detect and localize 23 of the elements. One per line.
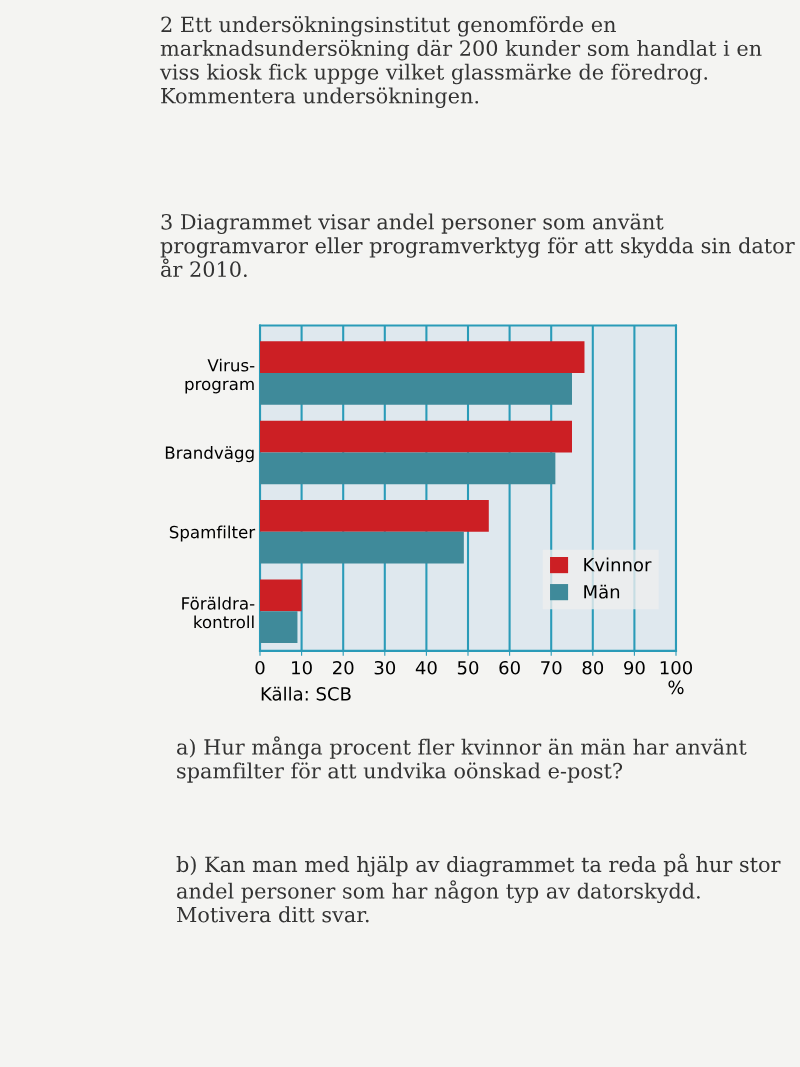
x-tick-label: 80 bbox=[582, 660, 604, 675]
text: b) Kan man med hjälp av diagrammet ta reda på hur stor andel personer som har någon typ av datorskydd. Motivera ditt svar. bbox=[176, 853, 781, 923]
text: a) Hur många procent fler kvinnor än män har använt spamfilter för att undvika oönskad e-post? bbox=[177, 736, 747, 783]
y-tick-label: Brandvägg bbox=[165, 446, 254, 463]
x-tick-label: 20 bbox=[333, 660, 354, 675]
chart-title: 3 Diagrammet visar andel personer som använt programvaror eller programverktyg för att skydda sin dator år 2010. bbox=[160, 213, 795, 278]
x-axis-title: % bbox=[668, 680, 684, 695]
x-tick-label: 70 bbox=[541, 660, 562, 675]
x-tick-label: 90 bbox=[624, 660, 645, 675]
legend-label: Män bbox=[584, 584, 620, 599]
text: Källa: SCB bbox=[261, 686, 351, 701]
x-tick-label: 10 bbox=[292, 660, 312, 675]
x-tick-label: 100 bbox=[660, 660, 693, 675]
y-tick-label: Spamfilter bbox=[169, 525, 256, 542]
x-tick-label: 0 bbox=[255, 660, 265, 675]
text: 2 Ett undersökningsinstitut genomförde en marknadsundersökning där 200 kunder som handlat i en viss kiosk fick uppge vilket glassmärke de föredrog. Kommentera undersökningen. bbox=[159, 16, 762, 108]
y-tick-label: Virus- program bbox=[185, 358, 255, 394]
x-tick-label: 60 bbox=[499, 660, 520, 675]
legend-label: Kvinnor bbox=[584, 557, 652, 572]
x-tick-label: 50 bbox=[457, 660, 479, 675]
x-tick-label: 40 bbox=[415, 660, 437, 675]
x-tick-label: 30 bbox=[374, 660, 396, 675]
y-tick-label: Föräldra- kontroll bbox=[182, 596, 255, 629]
